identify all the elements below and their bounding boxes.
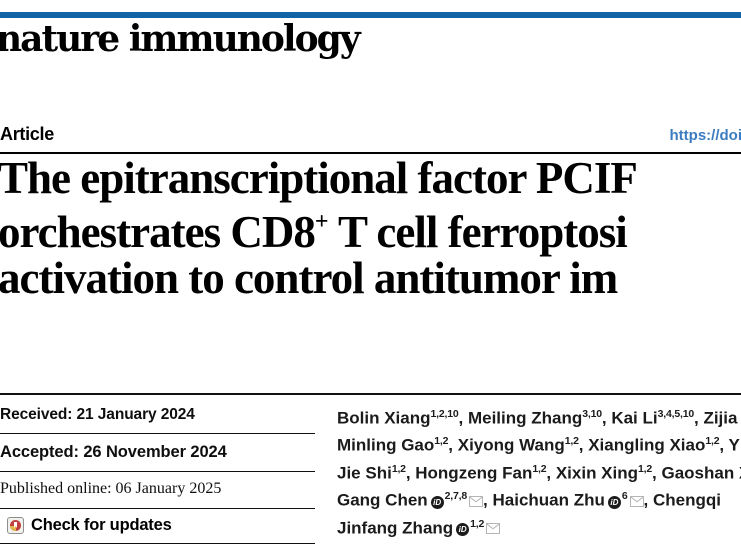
divider-rule — [0, 508, 315, 510]
header-rule — [0, 152, 741, 154]
orcid-icon[interactable]: iD — [430, 496, 444, 510]
author-separator: , — [652, 463, 662, 483]
author-name: Xiangling Xiao — [588, 436, 706, 456]
author-name: Haichuan Zhu — [492, 491, 605, 511]
author-affiliation-sup: 1,2 — [564, 435, 579, 448]
author-affiliation-sup: 3,4,5,10 — [657, 408, 695, 420]
title-line-1: The epitranscriptional factor PCIF — [0, 153, 638, 203]
author-separator: , — [719, 436, 729, 456]
author-name: Hongzeng Fan — [415, 463, 533, 483]
author-name: Minling Gao — [337, 436, 435, 456]
author-separator: , — [483, 491, 493, 511]
published-date: Published online: 06 January 2025 — [0, 480, 222, 497]
superscript-plus: + — [314, 209, 329, 235]
author-name: Jinfang Zhang — [337, 518, 454, 538]
author-name: Chengqi — [652, 491, 721, 511]
author-separator: , — [405, 463, 416, 483]
author-name: Zijia — [703, 408, 738, 428]
author-name: Xixin Xing — [555, 463, 639, 483]
masthead-bar — [0, 12, 741, 18]
accepted-date: Accepted: 26 November 2024 — [0, 443, 227, 461]
orcid-icon[interactable]: iD — [607, 496, 621, 510]
envelope-icon[interactable] — [469, 496, 484, 508]
author-separator: , — [643, 491, 653, 511]
check-for-updates-label: Check for updates — [31, 516, 172, 534]
author-separator: , — [693, 408, 704, 428]
author-affiliation-sup: 1,2 — [532, 462, 547, 475]
author-affiliation-sup: 3,10 — [582, 408, 602, 420]
author-name: Jie Shi — [337, 463, 392, 483]
title-line-3: activation to control antitumor im — [0, 253, 618, 303]
author-list: Bolin Xiang1,2,10, Meiling Zhang3,10, Ka… — [337, 403, 741, 540]
envelope-icon[interactable] — [629, 496, 644, 508]
author-separator: , — [448, 436, 458, 456]
meta-top-rule — [0, 393, 741, 395]
author-separator: , — [601, 408, 612, 428]
author-name: Xiyong Wang — [457, 436, 565, 456]
divider-rule — [0, 471, 315, 473]
author-separator: , — [578, 436, 589, 456]
journal-logo: nature immunology — [0, 18, 361, 60]
orcid-icon[interactable]: iD — [456, 523, 470, 537]
divider-rule — [0, 433, 315, 435]
title-line-2: orchestrates CD8+ T cell ferroptosi — [0, 207, 628, 257]
author-affiliation-sup: 1,2 — [705, 435, 720, 448]
author-name: Gaoshan X — [661, 463, 741, 483]
author-name: Bolin Xiang — [337, 408, 431, 428]
author-name: Meiling Zhang — [467, 408, 583, 428]
article-title: The epitranscriptional factor PCIF orche… — [0, 155, 741, 301]
author-separator: , — [458, 408, 468, 428]
received-date: Received: 21 January 2024 — [0, 406, 195, 423]
author-line: Gang Chen iD2,7,8, Haichuan Zhu iD6, Cheng… — [337, 485, 741, 512]
author-affiliation-sup: 1,2 — [391, 462, 406, 475]
article-type-label: Article — [0, 124, 54, 144]
author-separator: , — [546, 463, 556, 483]
author-affiliation-sup: 1,2 — [434, 435, 449, 448]
envelope-icon[interactable] — [486, 523, 501, 535]
author-line: Jinfang Zhang iD1,2 — [337, 513, 741, 540]
author-affiliation-sup: 2,7,8 — [444, 490, 468, 503]
author-line: Minling Gao1,2, Xiyong Wang1,2, Xianglin… — [337, 430, 741, 457]
author-name: Kai Li — [611, 408, 658, 428]
doi-link[interactable]: https://doi — [669, 127, 741, 144]
author-affiliation-sup: 1,2 — [638, 462, 653, 475]
author-affiliation-sup: 6 — [621, 490, 628, 503]
author-affiliation-sup: 1,2 — [470, 517, 485, 530]
check-for-updates-button[interactable]: Check for updates — [7, 516, 172, 535]
author-affiliation-sup: 1,2,10 — [430, 408, 459, 420]
author-name: Y — [728, 436, 740, 456]
divider-rule — [0, 543, 315, 545]
author-name: Gang Chen — [337, 491, 428, 511]
author-line: Jie Shi1,2, Hongzeng Fan1,2, Xixin Xing1… — [337, 458, 741, 485]
crossmark-badge-icon — [7, 517, 24, 534]
author-line: Bolin Xiang1,2,10, Meiling Zhang3,10, Ka… — [337, 403, 741, 430]
